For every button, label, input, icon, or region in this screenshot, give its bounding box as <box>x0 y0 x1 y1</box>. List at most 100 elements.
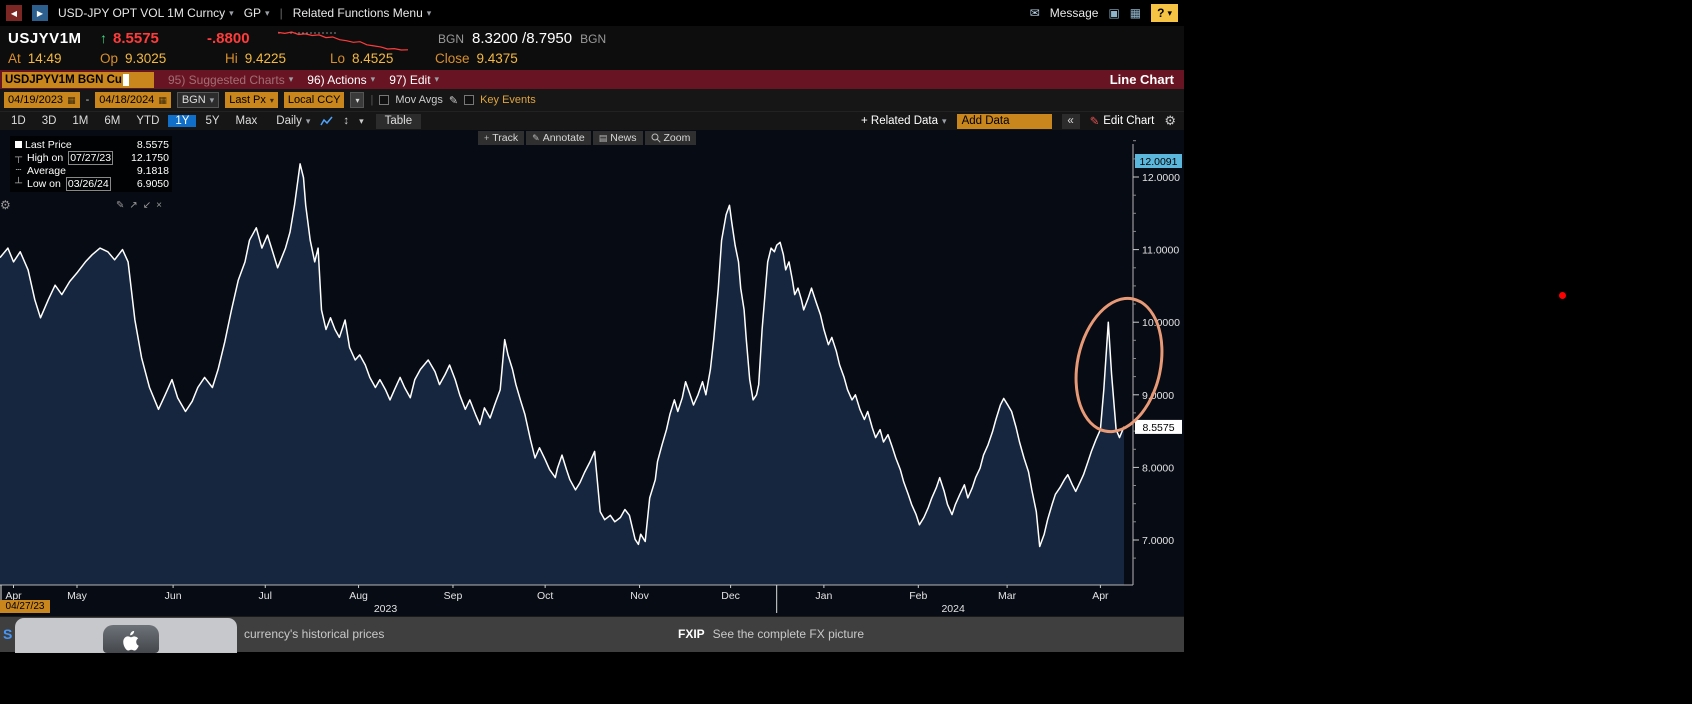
chevron-down-icon: ▾ <box>209 94 215 105</box>
table-button[interactable]: Table <box>375 113 422 129</box>
currency-select[interactable]: Local CCY <box>283 92 345 108</box>
price-line-chart[interactable]: 12.0000 11.0000 10.0000 9.0000 8.0000 7.0000 A… <box>0 130 1184 616</box>
price-source-select[interactable]: BGN ▾ <box>176 92 220 108</box>
chart-type-icon[interactable] <box>320 116 333 127</box>
price-source-value: BGN <box>181 94 206 106</box>
window-panel-icon[interactable]: ▣ <box>1108 6 1120 20</box>
back-button[interactable]: ◀ <box>6 5 22 21</box>
ask-source: BGN <box>580 32 607 46</box>
date-from-field[interactable]: 04/19/2023 ▦ <box>4 92 80 108</box>
legend-edit-icon[interactable]: ✎ <box>115 199 125 211</box>
legend-close-icon[interactable]: × <box>156 199 162 211</box>
range-1y-selected[interactable]: 1Y <box>168 115 197 127</box>
range-6m[interactable]: 6M <box>104 115 121 127</box>
command-text: USDJPYV1M BGN Cu <box>5 73 122 86</box>
partial-link-text[interactable]: S <box>3 626 13 642</box>
magnifier-icon <box>651 133 661 143</box>
annotate-button[interactable]: ✎ Annotate <box>526 131 591 145</box>
news-button[interactable]: ▤ News <box>592 131 643 145</box>
legend-value: 6.9050 <box>136 177 169 190</box>
legend-row-last-price[interactable]: Last Price 8.5575 <box>13 138 169 151</box>
svg-text:Dec: Dec <box>721 590 740 602</box>
date-to-value: 04/18/2024 <box>99 94 155 106</box>
chevron-down-icon: ▾ <box>305 115 311 126</box>
range-3d[interactable]: 3D <box>41 115 57 127</box>
last-price: 8.5575 <box>113 30 159 47</box>
chevron-down-icon: ▾ <box>355 95 360 105</box>
date-range-dash: - <box>85 94 90 106</box>
close-label: Close <box>435 51 470 66</box>
frequency-select[interactable]: Daily ▾ <box>276 115 310 127</box>
quote-panel: USJYV1M ↑ 8.5575 -.8800 BGN 8.3200 /8.79… <box>0 26 1184 70</box>
legend-value: 12.1750 <box>131 151 169 164</box>
collapse-panel-button[interactable]: « <box>1061 113 1080 129</box>
suggested-charts-label: 95) Suggested Charts <box>168 72 285 87</box>
gp-function-dropdown[interactable]: GP ▾ <box>244 6 270 20</box>
svg-text:Oct: Oct <box>537 590 553 602</box>
edit-chart-button[interactable]: ✎ Edit Chart <box>1090 114 1155 128</box>
pencil-icon: ✎ <box>1089 116 1100 128</box>
fxip-link[interactable]: FXIP See the complete FX picture <box>678 627 864 641</box>
legend-settings-gear-icon[interactable]: ⚙ <box>0 198 11 212</box>
legend-row-average[interactable]: ┄ Average 9.1818 <box>13 164 169 177</box>
legend-collapse-icon[interactable]: ↙ <box>142 199 152 211</box>
apple-app-icon <box>103 625 159 653</box>
suggested-charts-menu[interactable]: 95) Suggested Charts ▾ <box>168 73 293 87</box>
svg-text:12.0000: 12.0000 <box>1142 172 1180 184</box>
help-button[interactable]: ? ▾ <box>1151 4 1178 22</box>
price-type-value: Last Px <box>229 94 266 106</box>
range-5y[interactable]: 5Y <box>205 115 220 127</box>
svg-text:Apr: Apr <box>1092 590 1109 602</box>
notification-toast[interactable] <box>15 618 237 653</box>
currency-dropdown-button[interactable]: ▾ <box>350 92 365 108</box>
svg-text:Nov: Nov <box>630 590 649 602</box>
message-label[interactable]: Message <box>1049 6 1099 20</box>
range-max[interactable]: Max <box>235 115 258 127</box>
historical-prices-link[interactable]: currency's historical prices <box>244 627 385 641</box>
edit-chart-label: Edit Chart <box>1103 115 1155 127</box>
mov-avgs-edit-icon[interactable]: ✎ <box>448 94 459 107</box>
chevron-down-icon: ▾ <box>265 7 270 18</box>
low-label: Lo <box>330 51 346 66</box>
svg-text:Sep: Sep <box>444 590 463 602</box>
date-to-field[interactable]: 04/18/2024 ▦ <box>95 92 171 108</box>
svg-text:Mar: Mar <box>998 590 1017 602</box>
price-type-select[interactable]: Last Px ▾ <box>225 92 278 108</box>
at-value: 14:49 <box>27 51 62 66</box>
zoom-label: Zoom <box>663 132 691 144</box>
bid-source: BGN <box>438 32 465 46</box>
chart-type-dropdown[interactable]: ▾ <box>359 115 364 126</box>
legend-expand-icon[interactable]: ↗ <box>129 199 138 211</box>
key-events-checkbox[interactable] <box>464 95 475 105</box>
actions-menu[interactable]: 96) Actions ▾ <box>307 73 375 87</box>
legend-row-low[interactable]: ┴ Low on 03/26/24 6.9050 <box>13 176 169 191</box>
zoom-button[interactable]: Zoom <box>644 131 697 145</box>
grid-icon[interactable]: ▦ <box>1129 6 1142 20</box>
related-functions-menu[interactable]: Related Functions Menu ▾ <box>293 6 432 20</box>
forward-button[interactable]: ▶ <box>32 5 48 21</box>
related-data-menu[interactable]: + Related Data ▾ <box>861 115 947 127</box>
legend-row-high[interactable]: ┬ High on 07/27/23 12.1750 <box>13 150 169 165</box>
track-button[interactable]: + Track <box>478 131 525 145</box>
mov-avgs-checkbox[interactable] <box>379 95 390 105</box>
edit-menu[interactable]: 97) Edit ▾ <box>389 73 439 87</box>
legend-date: 03/26/24 <box>65 176 111 191</box>
news-label: News <box>610 132 637 144</box>
high-label: Hi <box>225 51 238 66</box>
message-icon[interactable]: ✉ <box>1029 6 1040 20</box>
line-chart-icon <box>320 116 333 125</box>
security-dropdown[interactable]: USD-JPY OPT VOL 1M Curncy ▾ <box>58 6 234 20</box>
sort-icon[interactable]: ↕ <box>343 115 350 127</box>
range-1d[interactable]: 1D <box>11 115 26 127</box>
chevron-down-icon: ▾ <box>288 74 294 84</box>
range-1m[interactable]: 1M <box>72 115 89 127</box>
svg-text:May: May <box>67 590 88 602</box>
add-data-field[interactable]: Add Data <box>956 113 1052 129</box>
news-icon: ▤ <box>598 132 608 143</box>
plus-icon: + <box>484 133 490 143</box>
command-line-input[interactable]: USDJPYV1M BGN Cu <box>2 71 154 88</box>
range-ytd[interactable]: YTD <box>136 115 160 127</box>
high-marker-icon: ┬ <box>14 152 23 163</box>
chart-settings-gear-icon[interactable]: ⚙ <box>1164 113 1176 128</box>
